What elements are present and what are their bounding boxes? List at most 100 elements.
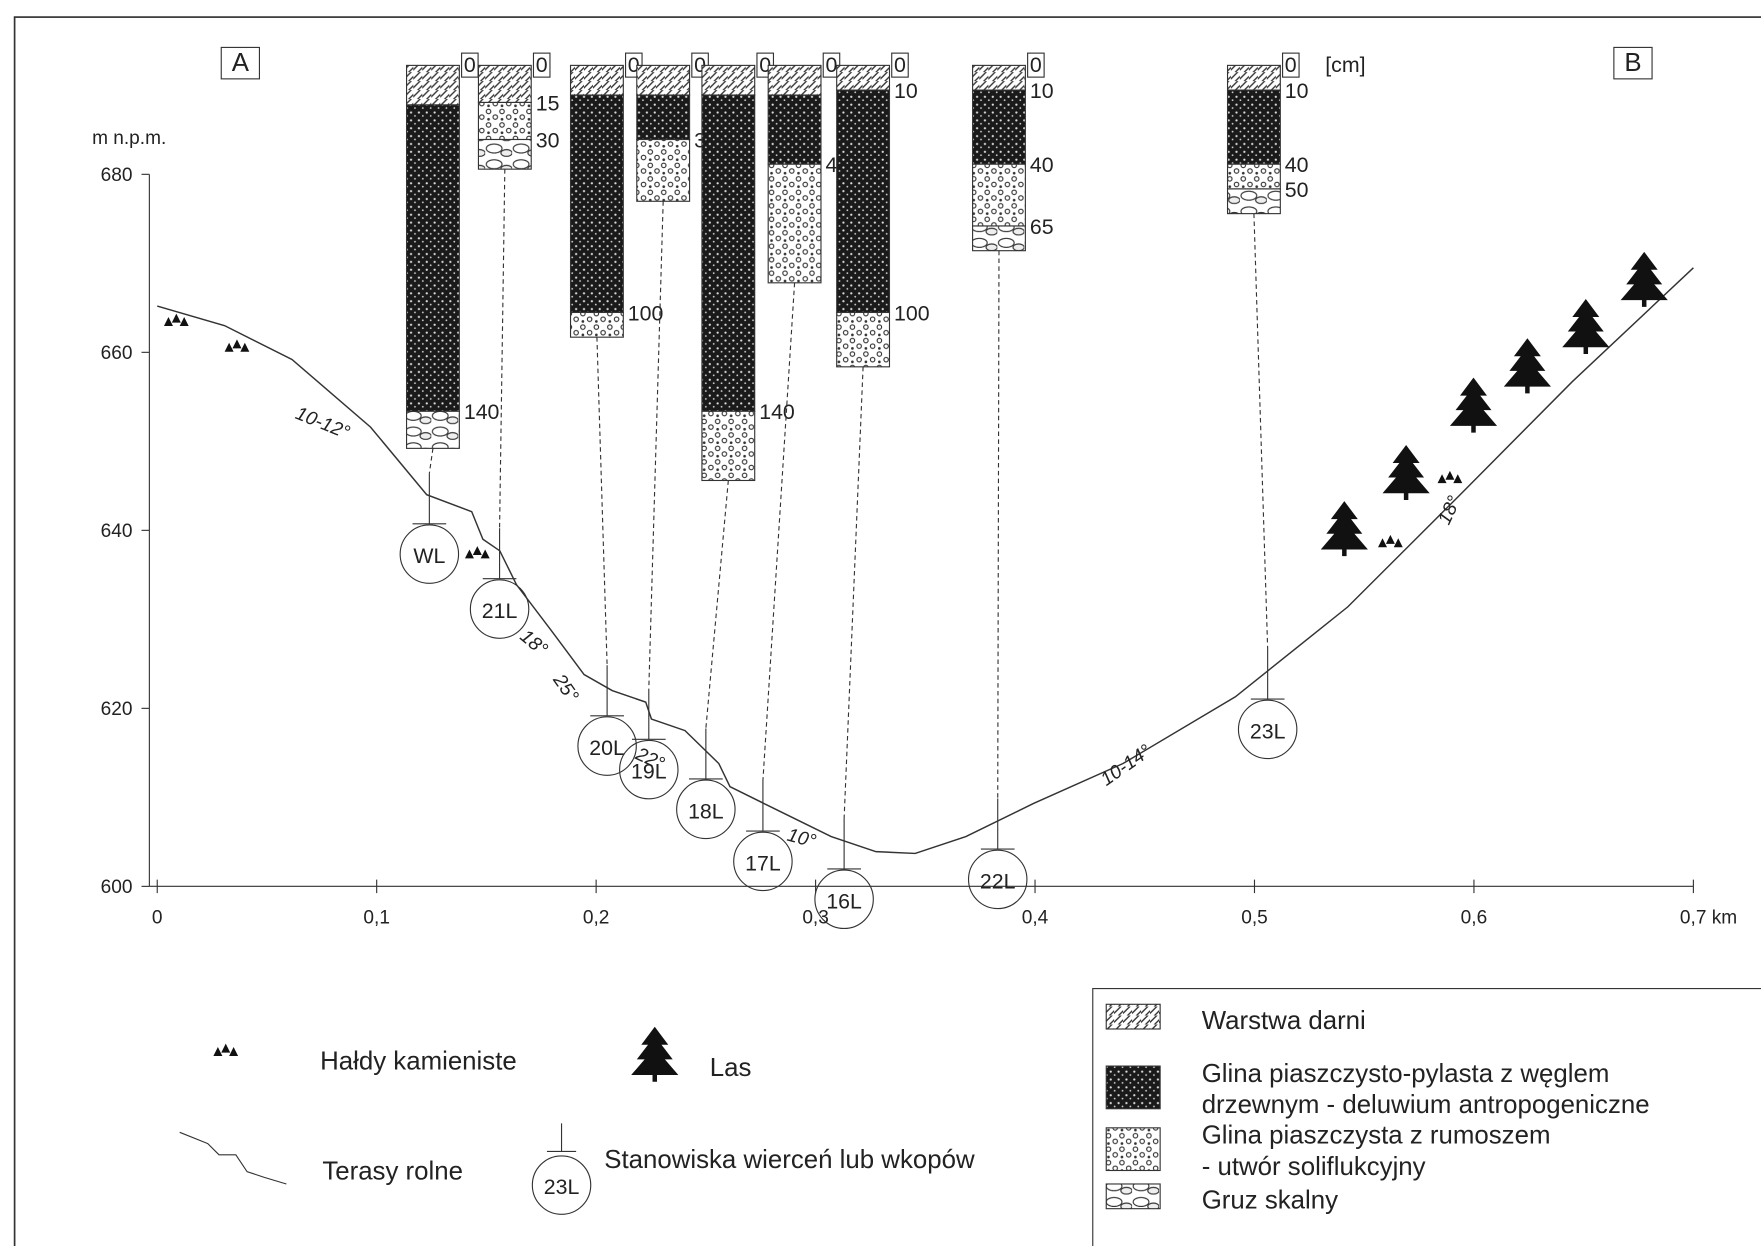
- legend-swatch: [1106, 1128, 1160, 1171]
- soil-layer: [973, 65, 1026, 90]
- site-label: WL: [413, 544, 445, 568]
- soil-layer: [973, 90, 1026, 164]
- depth-label: 0: [825, 53, 837, 77]
- legend-site-label: 23L: [544, 1175, 580, 1199]
- depth-label: 50: [1285, 178, 1309, 202]
- terrain-profile: [157, 268, 1693, 854]
- x-tick-label: 0,7 km: [1680, 907, 1737, 928]
- soil-layer: [1228, 164, 1281, 189]
- tree-icon: [1562, 299, 1609, 354]
- legend-swatch: [1106, 1184, 1160, 1209]
- tree-icon: [1383, 445, 1430, 500]
- site-connector: [1254, 214, 1268, 649]
- legend-label: Glina piaszczysto-pylasta z węglem: [1202, 1060, 1610, 1088]
- site-connector: [706, 480, 728, 728]
- depth-label: 0: [1030, 53, 1042, 77]
- soil-layer: [637, 65, 690, 95]
- y-tick-label: 680: [101, 165, 133, 186]
- depth-label: 100: [628, 301, 664, 325]
- soil-layer: [571, 95, 624, 312]
- legend-label: Gruz skalny: [1202, 1187, 1338, 1215]
- site-label: 18L: [688, 799, 724, 823]
- soil-layer: [478, 140, 531, 170]
- soil-layer: [637, 95, 690, 139]
- depth-label: 0: [894, 53, 906, 77]
- y-tick-label: 620: [101, 699, 133, 720]
- legend-label: Stanowiska wierceń lub wkopów: [604, 1146, 975, 1174]
- site-connector: [763, 283, 795, 781]
- depth-label: 15: [536, 91, 560, 115]
- soil-layer: [637, 140, 690, 202]
- soil-layer: [407, 105, 460, 411]
- x-tick-label: 0,1: [363, 907, 390, 928]
- legend-label: Terasy rolne: [322, 1157, 463, 1185]
- legend-swatch: [1106, 1004, 1160, 1029]
- soil-layer: [478, 65, 531, 102]
- tree-icon: [1321, 501, 1368, 556]
- depth-label: 10: [1285, 79, 1309, 103]
- tree-icon: [1450, 378, 1497, 433]
- legend-swatch: [1106, 1066, 1160, 1109]
- x-tick-label: 0,3: [802, 907, 829, 928]
- x-tick-label: 0,4: [1022, 907, 1049, 928]
- depth-label: 65: [1030, 215, 1054, 239]
- diagram: A B m n.p.m. [cm] 600 620 640 660 680 0 0,1 0,2…: [0, 0, 1761, 1246]
- depth-label: 0: [536, 53, 548, 77]
- slope-label: 10-12°: [292, 403, 353, 444]
- corner-label: A: [232, 49, 250, 77]
- heap-icon: [1378, 535, 1403, 547]
- soil-layer: [837, 65, 890, 90]
- soil-layer: [702, 65, 755, 95]
- x-tick-label: 0,5: [1241, 907, 1268, 928]
- soil-layer: [702, 411, 755, 480]
- x-tick-label: 0,2: [583, 907, 610, 928]
- y-tick-label: 600: [101, 877, 133, 898]
- site-label: 22L: [980, 869, 1016, 893]
- heap-icon: [1438, 471, 1463, 483]
- soil-layer: [407, 65, 460, 105]
- page: {"corner_labels":["A","B"], "y_axis":{"t…: [0, 0, 1761, 1246]
- site-connector: [998, 251, 999, 799]
- slope-label: 10-14°: [1097, 741, 1156, 791]
- tree-icon: [1504, 338, 1551, 393]
- depth-label: 100: [894, 301, 930, 325]
- soil-layer: [837, 312, 890, 366]
- depth-label: 0: [1285, 53, 1297, 77]
- legend-label: - utwór soliflukcyjny: [1202, 1153, 1426, 1181]
- heap-icon: [213, 1044, 238, 1056]
- site-connector: [649, 201, 663, 688]
- site-label: 17L: [745, 851, 781, 875]
- soil-layer: [768, 95, 821, 164]
- legend-label: drzewnym - deluwium antropogeniczne: [1202, 1091, 1650, 1119]
- terrace-icon: [180, 1132, 287, 1184]
- x-tick-label: 0,6: [1461, 907, 1488, 928]
- site-connector: [429, 448, 433, 473]
- legend-label: Warstwa darni: [1202, 1007, 1366, 1035]
- site-label: 21L: [482, 599, 518, 623]
- depth-label: 40: [1285, 153, 1309, 177]
- tree-icon: [1621, 252, 1668, 307]
- slope-label: 10°: [785, 825, 819, 853]
- y-axis-title: m n.p.m.: [92, 128, 166, 149]
- soil-layer: [1228, 189, 1281, 214]
- legend-label: Las: [710, 1054, 752, 1082]
- soil-layer: [1228, 65, 1281, 90]
- depth-label: 140: [759, 400, 795, 424]
- slope-label: 18°: [1434, 493, 1465, 528]
- heap-icon: [465, 546, 490, 558]
- corner-label: B: [1624, 49, 1641, 77]
- heap-icon: [225, 339, 250, 351]
- depth-unit: [cm]: [1325, 53, 1365, 77]
- site-label: 19L: [631, 760, 667, 784]
- y-tick-label: 640: [101, 521, 133, 542]
- legend-label: Hałdy kamieniste: [320, 1047, 517, 1075]
- site-connector: [597, 337, 607, 665]
- soil-layer: [973, 164, 1026, 226]
- soil-layer: [571, 312, 624, 337]
- x-tick-label: 0: [152, 907, 163, 928]
- soil-layer: [837, 90, 890, 312]
- soil-layer: [478, 102, 531, 139]
- depth-label: 10: [1030, 79, 1054, 103]
- y-tick-label: 660: [101, 343, 133, 364]
- soil-layer: [571, 65, 624, 95]
